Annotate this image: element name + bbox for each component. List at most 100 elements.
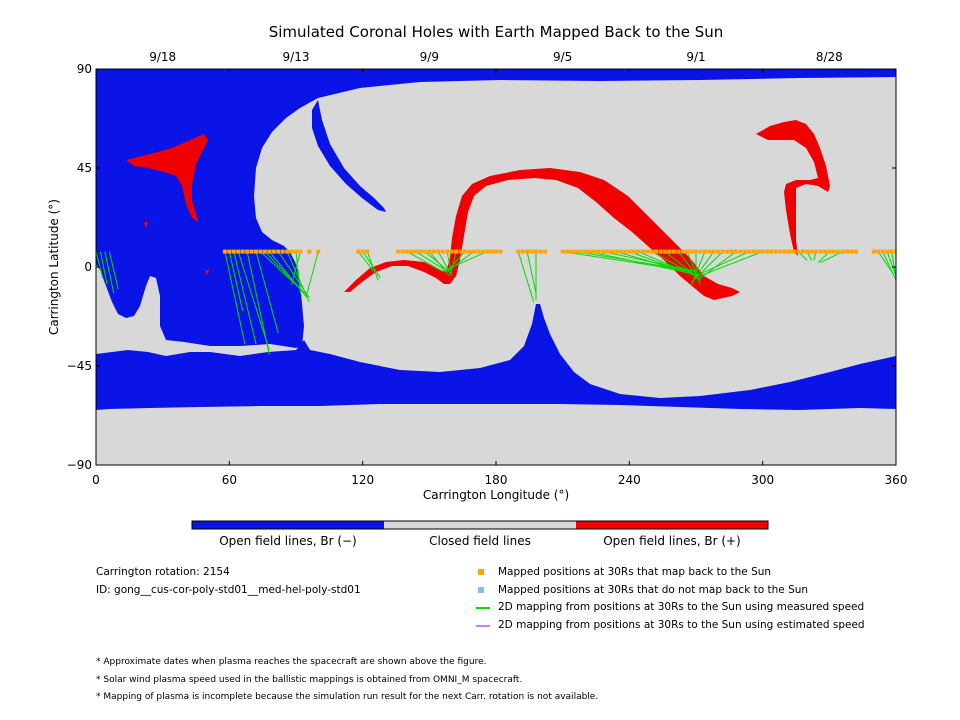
mapped-position-point <box>658 249 663 254</box>
mapping-line <box>446 251 453 274</box>
mapped-position-point <box>520 249 525 254</box>
mapped-position-point <box>689 249 694 254</box>
light-blue-square-icon <box>478 587 484 593</box>
mapped-position-point <box>222 249 227 254</box>
mapping-line <box>228 251 244 312</box>
colorbar-label-negative: Open field lines, Br (−) <box>219 534 357 548</box>
mapped-position-point <box>254 249 258 254</box>
south-polar-coronal-hole <box>96 304 896 410</box>
mapping-line <box>246 251 270 356</box>
mapped-position-point <box>276 249 281 254</box>
mapped-position-point <box>796 249 801 254</box>
mapped-position-point <box>694 249 698 254</box>
mapping-line <box>882 251 896 281</box>
positive-speck <box>205 270 209 276</box>
mapped-position-point <box>831 249 836 254</box>
colorbar: Open field lines, Br (−) Closed field li… <box>191 520 769 548</box>
colorbar-negative <box>192 521 384 529</box>
mapping-line <box>366 251 379 281</box>
mapped-position-point <box>480 249 485 254</box>
mapping-line <box>664 251 697 277</box>
mapping-line <box>237 251 270 351</box>
mapped-position-point <box>467 249 472 254</box>
mapped-position-point <box>560 249 565 254</box>
orange-square-icon <box>478 569 484 575</box>
mapping-line <box>291 251 301 285</box>
mapping-line <box>526 251 537 294</box>
mapped-position-point <box>262 249 267 254</box>
mapped-position-point <box>525 249 530 254</box>
positive-speck <box>144 222 148 228</box>
mapped-position-point <box>396 249 401 254</box>
colorbar-label-closed: Closed field lines <box>429 534 531 548</box>
mapped-position-point <box>805 249 810 254</box>
note-dates: * Approximate dates when plasma reaches … <box>96 657 487 667</box>
mapped-position-point <box>285 249 290 254</box>
mapping-line <box>255 251 279 334</box>
mapping-line <box>562 251 692 272</box>
mapped-position-point <box>400 249 405 254</box>
date-tick-label: 9/1 <box>686 50 705 64</box>
mapping-line <box>295 251 301 294</box>
mapped-position-point <box>636 249 641 254</box>
date-tick-label: 9/9 <box>420 50 439 64</box>
mapped-position-point <box>716 249 721 254</box>
y-tick-label: −45 <box>67 359 92 373</box>
mapped-position-point <box>751 249 756 254</box>
mapped-position-point <box>676 249 681 254</box>
mapped-position-point <box>720 249 725 254</box>
mapping-line <box>877 251 892 272</box>
mapped-position-point <box>698 249 703 254</box>
legend-label: Mapped positions at 30Rs that do not map… <box>498 584 809 596</box>
mapped-position-point <box>471 249 476 254</box>
mapping-line <box>415 251 448 272</box>
mapped-position-point <box>680 249 685 254</box>
mapped-position-point <box>707 249 712 254</box>
mapped-position-point <box>249 249 254 254</box>
mapping-line <box>362 251 381 279</box>
colorbar-closed <box>384 521 576 529</box>
mapped-position-point <box>818 249 823 254</box>
axis-ticks: 0 60 120 180 240 300 360 −90 −45 0 45 90 9/18 9/13 9/9… <box>67 50 908 487</box>
mapping-line <box>428 251 450 277</box>
x-tick-label: 0 <box>92 473 100 487</box>
carrington-rotation: Carrington rotation: 2154 <box>96 566 230 578</box>
mapped-position-point <box>671 249 676 254</box>
x-tick-label: 180 <box>485 473 508 487</box>
mapping-line <box>406 251 443 272</box>
mapped-position-point <box>289 249 294 254</box>
mapped-position-point <box>631 249 636 254</box>
mapping-line <box>99 251 108 285</box>
mapping-lines-measured-speed <box>96 251 896 356</box>
mapped-position-point <box>778 249 783 254</box>
mapped-position-point <box>538 249 543 254</box>
mapped-position-point <box>702 249 707 254</box>
mapped-position-point <box>231 249 236 254</box>
mapped-position-point <box>618 249 623 254</box>
mapped-position-point <box>734 249 738 254</box>
date-tick-label: 9/5 <box>553 50 572 64</box>
mapped-position-point <box>418 249 423 254</box>
legend-label: Mapped positions at 30Rs that map back t… <box>498 566 772 578</box>
mapping-line <box>651 251 701 279</box>
mapping-line <box>891 251 896 279</box>
mapped-position-point <box>840 249 845 254</box>
mapped-position-point <box>294 249 298 254</box>
mapping-line <box>691 251 715 283</box>
mapped-position-point <box>462 249 467 254</box>
mapped-position-point <box>476 249 481 254</box>
mapping-line <box>695 251 750 277</box>
mapping-line <box>446 251 475 272</box>
colorbar-label-positive: Open field lines, Br (+) <box>603 534 741 548</box>
mapped-position-point <box>871 249 876 254</box>
mapped-position-point <box>769 249 774 254</box>
mapped-position-point <box>654 249 658 254</box>
mapped-position-point <box>436 249 441 254</box>
mapped-position-point <box>236 249 241 254</box>
mapped-position-point <box>889 249 894 254</box>
note-incomplete: * Mapping of plasma is incomplete becaus… <box>96 692 599 702</box>
mapped-position-point <box>885 249 890 254</box>
mapped-position-point <box>240 249 245 254</box>
mapped-position-point <box>565 249 570 254</box>
mapped-position-point <box>356 249 361 254</box>
